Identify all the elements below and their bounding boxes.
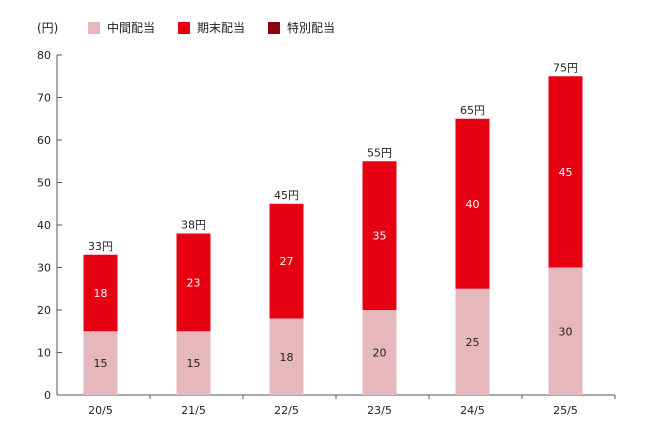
y-tick-label: 60 (37, 134, 51, 147)
bar-segment (83, 331, 118, 395)
bar-total-label: 65円 (460, 104, 485, 117)
bar-value-label: 18 (280, 351, 294, 364)
bar-value-label: 27 (280, 255, 294, 268)
legend-label: 期末配当 (197, 21, 245, 35)
y-tick-label: 0 (44, 389, 51, 402)
bar-segment (455, 288, 490, 395)
x-tick-label: 25/5 (553, 404, 578, 417)
bar-segment (362, 161, 397, 310)
x-tick-label: 20/5 (88, 404, 113, 417)
y-tick-label: 20 (37, 304, 51, 317)
unit-label: (円) (37, 21, 58, 35)
legend-swatch (178, 22, 190, 34)
y-tick-label: 80 (37, 49, 51, 62)
y-tick-label: 70 (37, 92, 51, 105)
bar-segment (455, 118, 490, 289)
bar-value-label: 15 (187, 357, 201, 370)
y-tick-label: 10 (37, 347, 51, 360)
bar-value-label: 15 (94, 357, 108, 370)
bar-segment (362, 310, 397, 395)
bar-segment (83, 254, 118, 332)
legend-label: 特別配当 (287, 20, 335, 35)
bar-total-label: 75円 (553, 61, 578, 74)
bar-value-label: 20 (373, 347, 387, 360)
x-tick-label: 23/5 (367, 404, 392, 417)
legend-label: 中間配当 (107, 20, 155, 35)
bar-total-label: 45円 (274, 189, 299, 202)
bar-value-label: 45 (559, 166, 573, 179)
bar-value-label: 25 (466, 336, 480, 349)
legend-swatch (268, 22, 280, 34)
y-tick-label: 30 (37, 262, 51, 275)
bar-segment (176, 233, 211, 332)
bar-total-label: 38円 (181, 219, 206, 232)
x-tick-label: 24/5 (460, 404, 485, 417)
bar-value-label: 40 (466, 198, 480, 211)
bar-value-label: 35 (373, 230, 387, 243)
y-tick-label: 50 (37, 177, 51, 190)
bar-segment (176, 331, 211, 395)
bar-value-label: 18 (94, 287, 108, 300)
bar-segment (269, 318, 304, 395)
bar-segment (548, 267, 583, 395)
bar-segment (269, 203, 304, 319)
bar-value-label: 23 (187, 276, 201, 289)
x-tick-label: 21/5 (181, 404, 206, 417)
bar-total-label: 55円 (367, 146, 392, 159)
bar-segment (548, 76, 583, 268)
y-tick-label: 40 (37, 219, 51, 232)
bar-value-label: 30 (559, 325, 573, 338)
legend-swatch (88, 22, 100, 34)
x-tick-label: 22/5 (274, 404, 299, 417)
bar-total-label: 33円 (88, 240, 113, 253)
